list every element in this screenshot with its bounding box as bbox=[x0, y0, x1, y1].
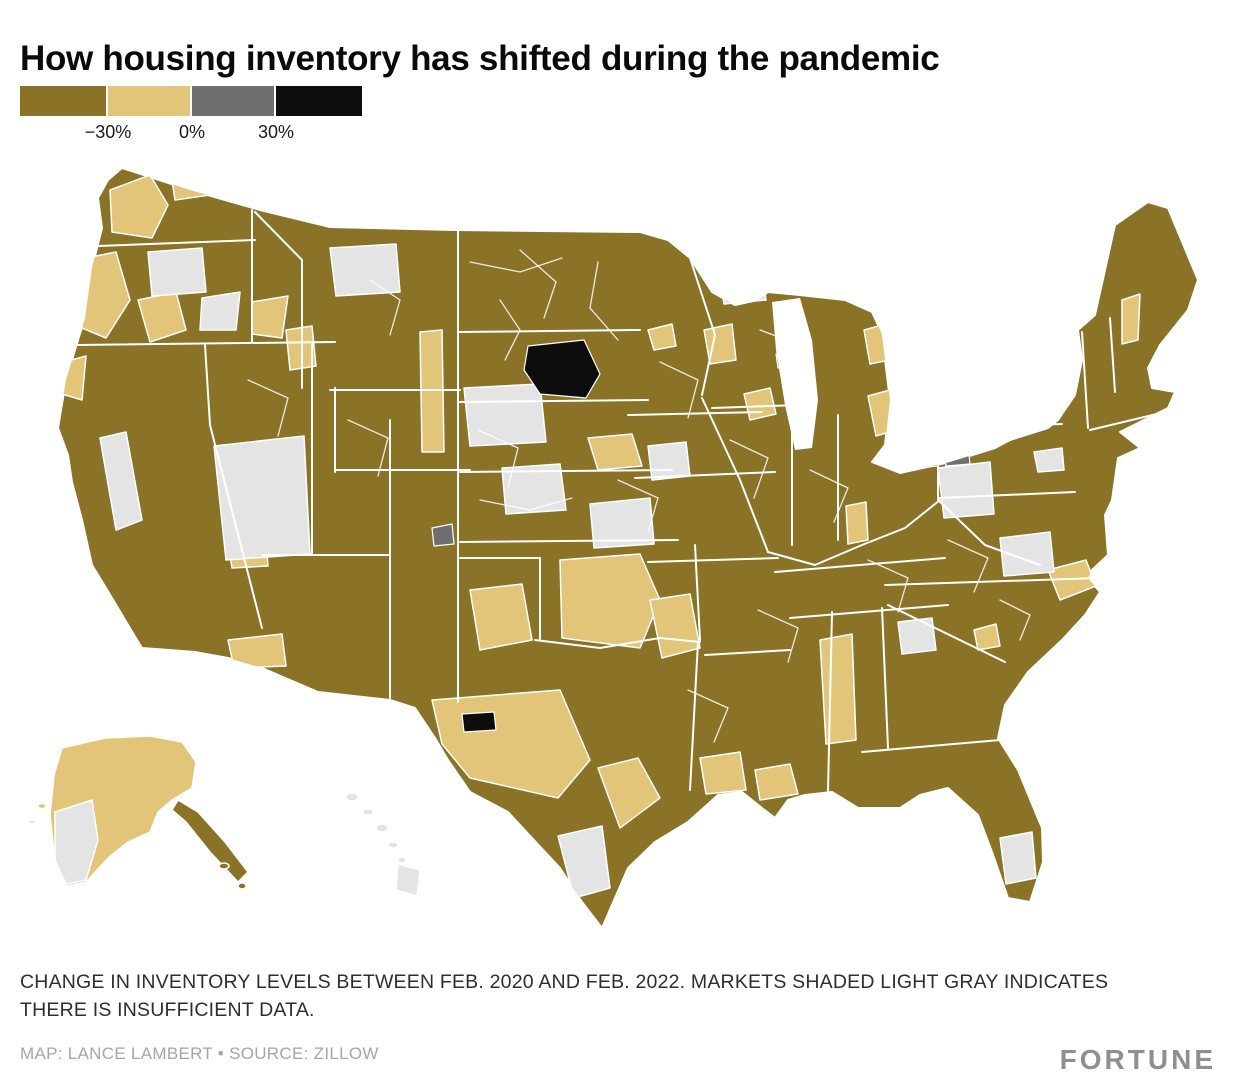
map-region bbox=[109, 174, 169, 239]
map-region bbox=[1033, 447, 1065, 473]
map-region bbox=[218, 862, 230, 870]
map-region bbox=[463, 383, 547, 447]
map-region bbox=[147, 247, 207, 297]
map-region bbox=[597, 757, 661, 829]
insufficient-data-regions bbox=[99, 243, 1065, 899]
map-region bbox=[1121, 293, 1141, 345]
legend-swatch-olive bbox=[20, 86, 106, 116]
map-region bbox=[647, 441, 691, 481]
map-region bbox=[559, 553, 661, 649]
map-region bbox=[397, 856, 407, 864]
map-region bbox=[431, 523, 455, 547]
map-region bbox=[28, 819, 36, 825]
map-region bbox=[237, 882, 247, 890]
map-region bbox=[199, 291, 241, 331]
lake-michigan bbox=[772, 298, 818, 450]
map-region bbox=[819, 633, 857, 745]
map-region bbox=[973, 623, 1001, 651]
map-region bbox=[937, 461, 995, 519]
map-region bbox=[251, 295, 289, 339]
map-region bbox=[501, 463, 567, 515]
legend-tick-label: −30% bbox=[85, 122, 132, 142]
map-region bbox=[589, 497, 655, 549]
map-region bbox=[461, 711, 497, 733]
map-region bbox=[587, 433, 643, 471]
legend-tick-label: 0% bbox=[179, 122, 205, 142]
map-region bbox=[743, 387, 777, 421]
map-region bbox=[754, 763, 799, 801]
chart-title: How housing inventory has shifted during… bbox=[20, 39, 940, 79]
map-region bbox=[169, 168, 211, 201]
market-borders bbox=[247, 249, 1031, 743]
legend-swatch-tan bbox=[108, 86, 190, 116]
black-regions bbox=[461, 339, 601, 733]
map-region bbox=[395, 863, 421, 897]
note-text: CHANGE IN INVENTORY LEVELS BETWEEN FEB. … bbox=[20, 970, 1109, 1021]
credits-text: MAP: LANCE LAMBERT • SOURCE: ZILLOW bbox=[20, 1044, 379, 1063]
map-region bbox=[897, 617, 937, 655]
fortune-logo: FORTUNE bbox=[1059, 1044, 1216, 1075]
map-region bbox=[999, 831, 1037, 885]
map-region bbox=[54, 799, 99, 885]
map-region bbox=[431, 689, 591, 799]
great-lakes bbox=[772, 298, 818, 450]
map-region bbox=[387, 841, 399, 849]
legend: −30% 0% 30% bbox=[20, 86, 362, 142]
map-region bbox=[557, 825, 611, 899]
map-regions bbox=[61, 168, 1166, 899]
map-region bbox=[523, 339, 601, 399]
map-region bbox=[647, 323, 677, 351]
legend-tick-label: 30% bbox=[258, 122, 294, 142]
map-region bbox=[99, 431, 143, 531]
map-region bbox=[227, 633, 287, 669]
legend-swatch-black bbox=[276, 86, 362, 116]
hawaii-region bbox=[345, 792, 421, 897]
alaska-region bbox=[28, 735, 249, 890]
state-borders bbox=[77, 209, 1166, 793]
legend-swatch-gray bbox=[192, 86, 274, 116]
map-region bbox=[329, 243, 401, 297]
map-region bbox=[171, 799, 249, 883]
map-region bbox=[345, 792, 359, 802]
map-region bbox=[717, 261, 767, 305]
map-region bbox=[37, 802, 47, 810]
map-region bbox=[469, 583, 533, 651]
map-region bbox=[845, 501, 869, 545]
map-region bbox=[362, 808, 374, 816]
map-region bbox=[699, 751, 747, 795]
map-region bbox=[375, 823, 389, 833]
map-region bbox=[703, 323, 737, 365]
